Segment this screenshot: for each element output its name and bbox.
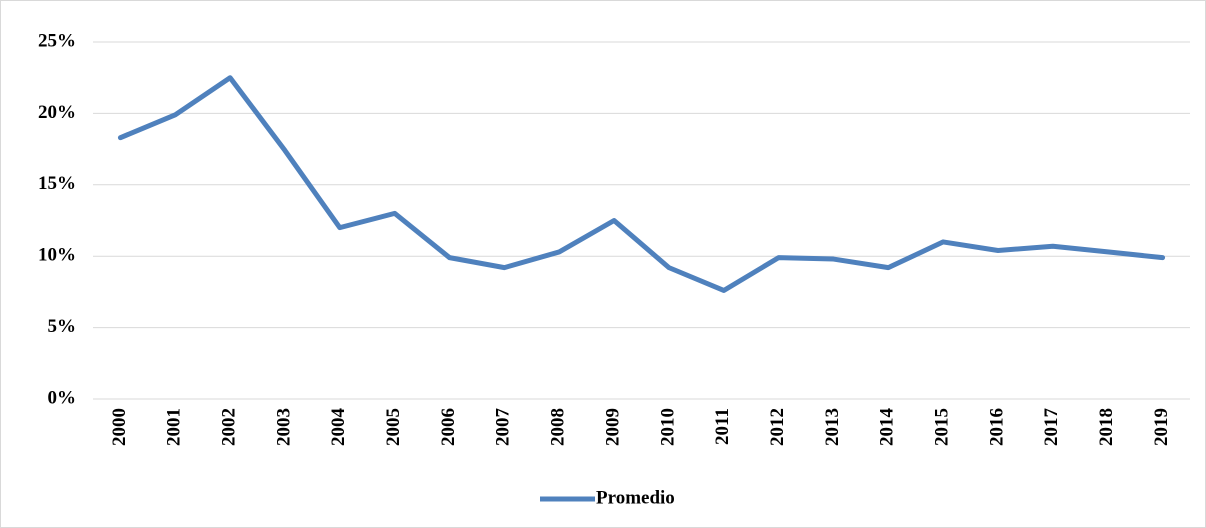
y-tick-label: 20%: [38, 102, 76, 123]
data-line: [117, 75, 1166, 293]
x-tick-label: 2003: [273, 408, 294, 446]
y-tick-label: 15%: [38, 173, 76, 194]
x-tick-label: 2011: [712, 408, 733, 445]
x-tick-label: 2015: [932, 408, 953, 446]
x-tick-label: 2000: [109, 408, 130, 446]
y-tick-label: 25%: [38, 30, 76, 51]
y-tick-label: 5%: [48, 316, 77, 337]
x-tick-label: 2019: [1151, 408, 1172, 446]
x-tick-label: 2002: [218, 408, 239, 446]
x-tick-label: 2016: [986, 408, 1007, 446]
x-tick-label: 2009: [602, 408, 623, 446]
x-tick-label: 2005: [383, 408, 404, 446]
x-tick-label: 2014: [877, 408, 898, 447]
x-tick-label: 2018: [1096, 408, 1117, 446]
x-tick-label: 2007: [493, 408, 514, 447]
x-tick-label: 2012: [767, 408, 788, 446]
x-tick-label: 2001: [164, 408, 185, 446]
x-tick-label: 2006: [438, 408, 459, 446]
x-tick-label: 2013: [822, 408, 843, 446]
y-tick-label: 10%: [38, 245, 76, 266]
y-tick-label: 0%: [48, 387, 77, 408]
x-tick-label: 2004: [328, 408, 349, 447]
legend-label: Promedio: [596, 487, 675, 508]
x-tick-label: 2010: [657, 408, 678, 446]
x-tick-label: 2008: [548, 408, 569, 446]
x-tick-label: 2017: [1041, 408, 1062, 447]
